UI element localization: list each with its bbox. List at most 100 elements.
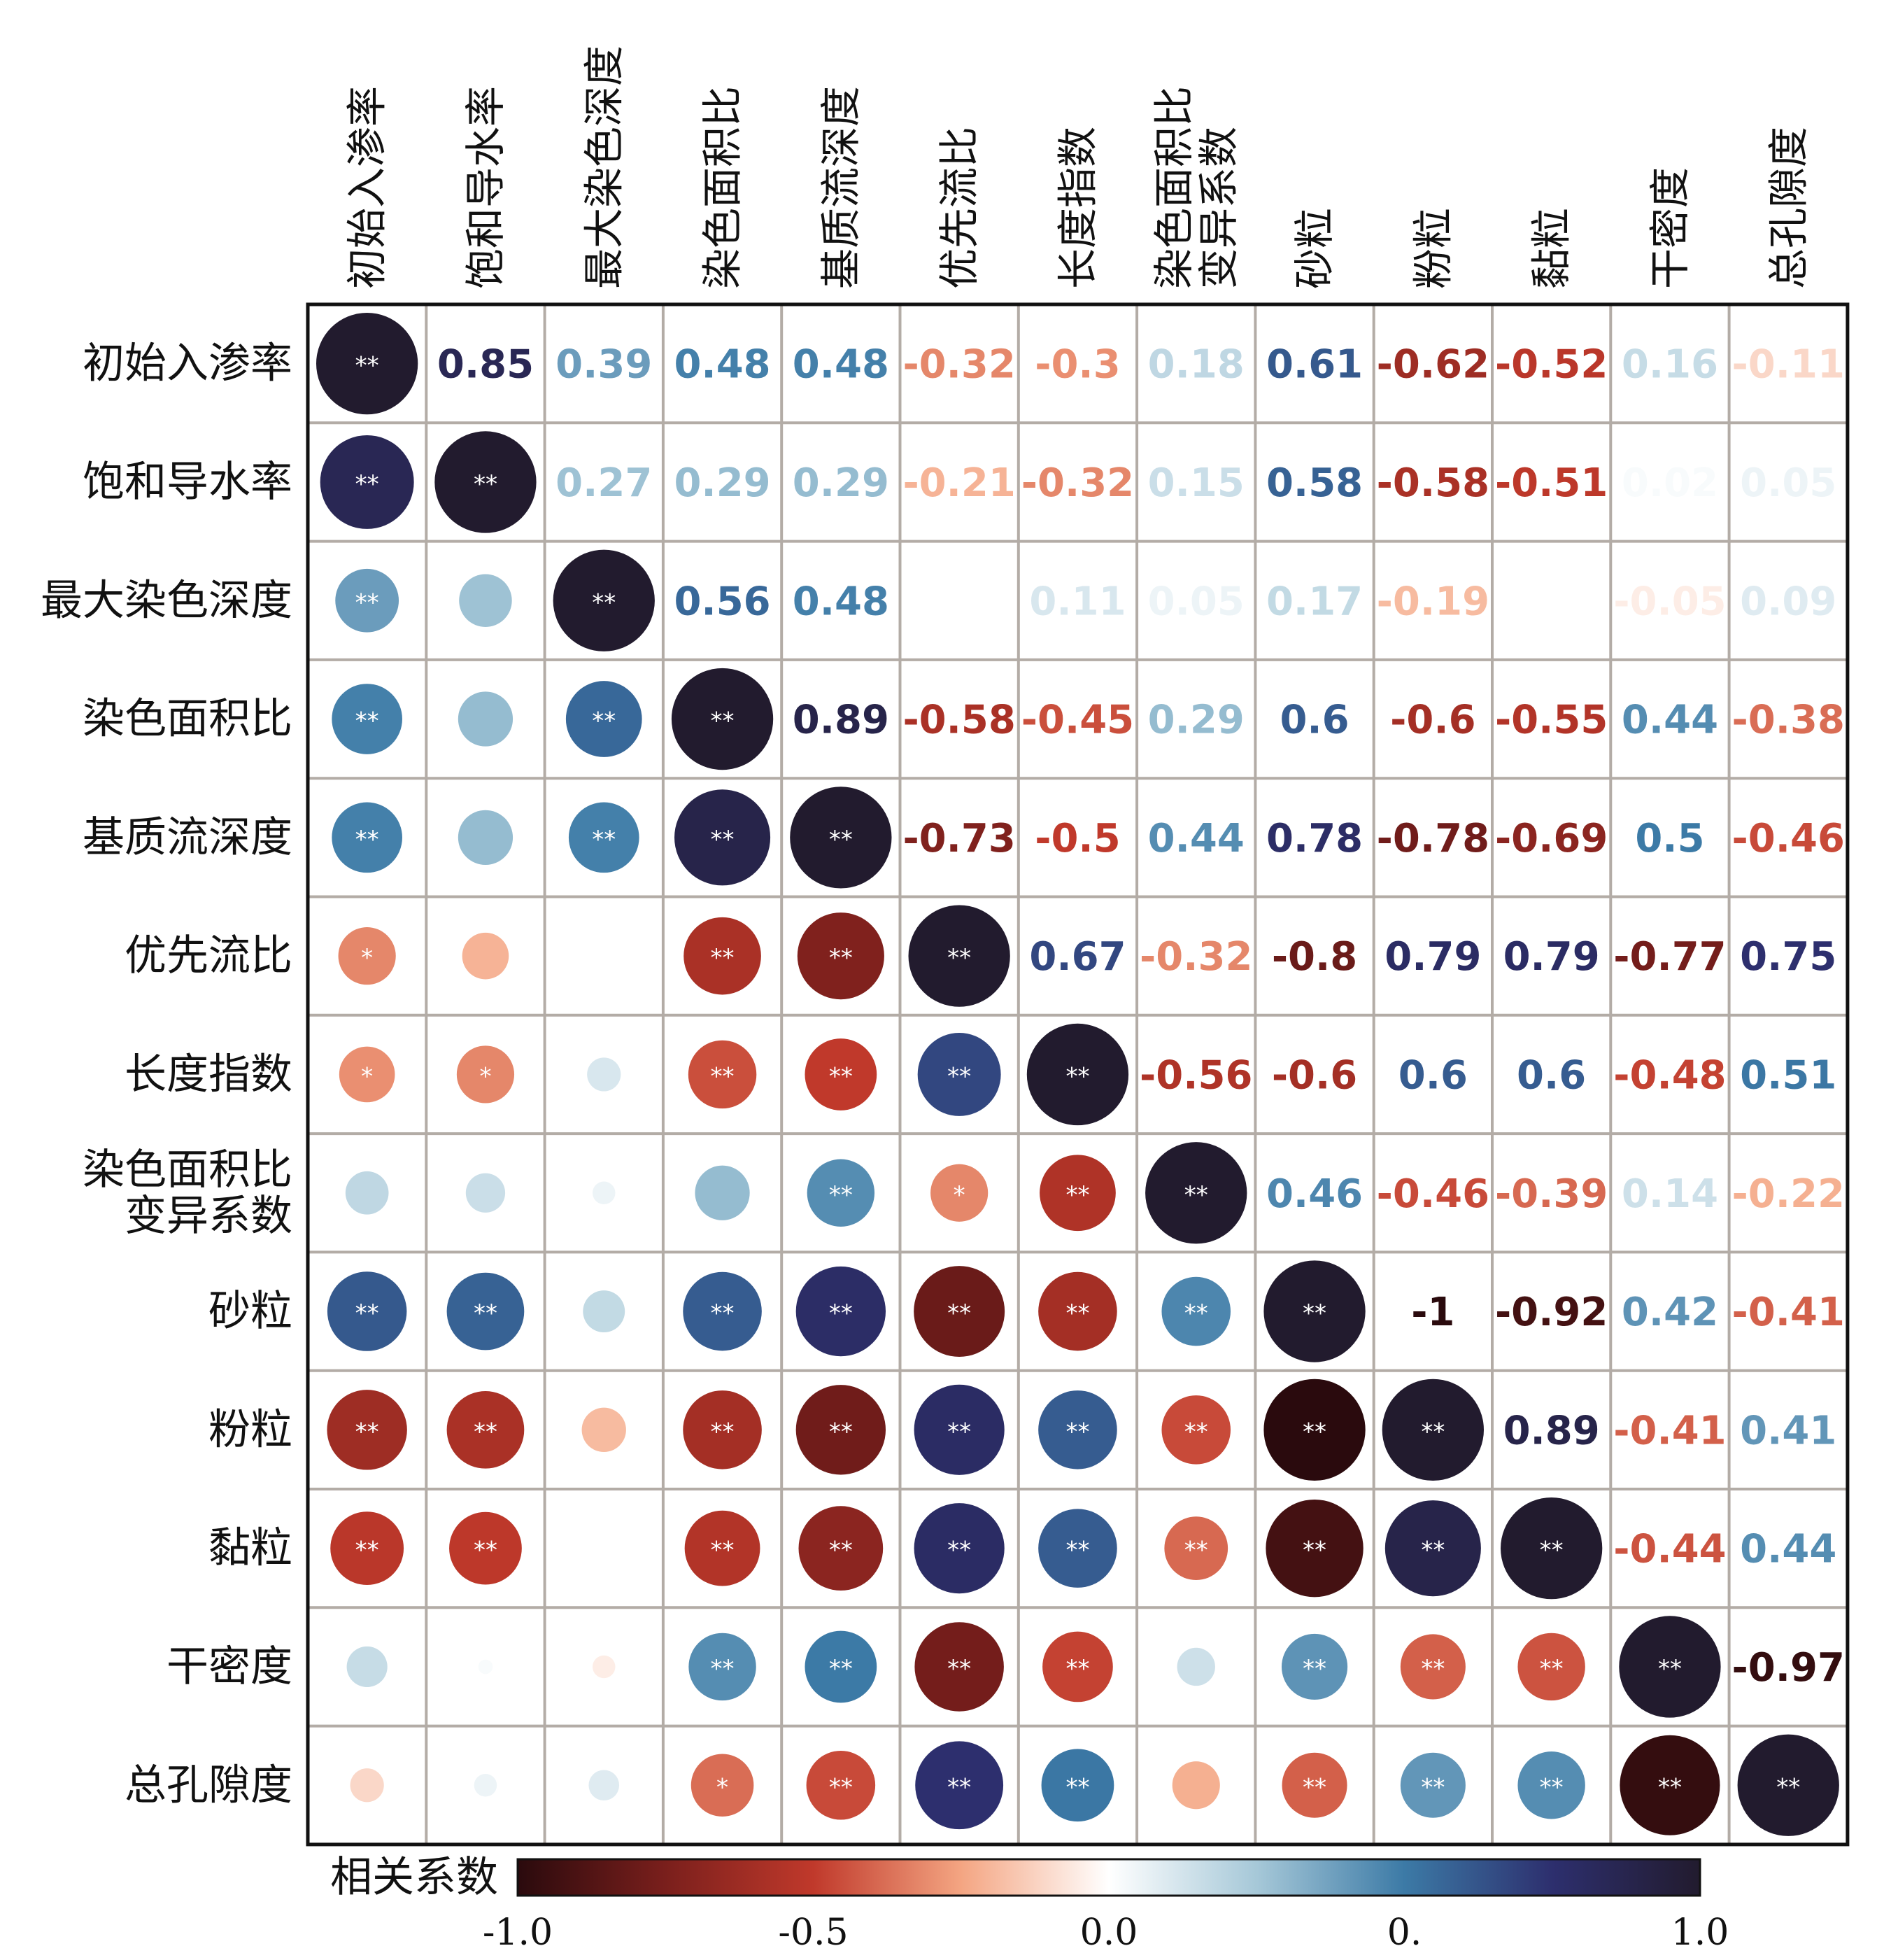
colorbar-tick-label: -1.0 [483,1912,553,1954]
corr-value-label: -0.78 [1377,816,1489,861]
corr-value-label: -0.56 [1140,1052,1252,1098]
row-label: 黏粒 [208,1524,292,1573]
corr-circle [683,917,761,995]
significance-mark: ** [829,1181,853,1209]
corr-circle [465,1173,506,1213]
corr-value-label: -0.62 [1377,342,1489,388]
significance-mark: ** [947,1537,971,1565]
row-labels: 初始入渗率饱和导水率最大染色深度染色面积比基质流深度优先流比长度指数染色面积比变… [41,339,292,1810]
significance-mark: ** [1065,1062,1089,1090]
corr-value-label: 0.44 [1148,816,1245,861]
significance-mark: ** [829,944,853,972]
corr-value-label: 0.79 [1384,934,1481,980]
corr-value-label: 0.85 [437,342,534,388]
corr-circle [1282,1752,1347,1818]
significance-mark: ** [474,1418,497,1446]
corr-value-label: 0.29 [1148,698,1245,743]
corr-value-label: 0.46 [1266,1171,1363,1217]
significance-mark: ** [592,826,616,854]
corr-value-label: -0.32 [1140,934,1252,980]
corr-value-label: -0.8 [1272,934,1357,980]
corr-circle [807,1159,875,1227]
column-labels: 初始入渗率 饱和导水率 最大染色深度 染色面积比 基质流深度 优先流比 长度指数 染色面积比变… [343,45,1813,289]
corr-value-label: -0.22 [1732,1171,1845,1217]
corr-circle [1517,1633,1585,1701]
corr-value-label: 0.48 [674,342,770,388]
corr-value-label: 0.89 [1503,1408,1600,1453]
corr-value-label: -0.5 [1035,816,1120,861]
significance-mark: ** [1658,1773,1682,1801]
corr-value-label: 0.51 [1740,1052,1836,1098]
corr-circle [588,1770,620,1801]
corr-circle [330,1511,404,1586]
column-label: 黏粒 [1528,208,1575,289]
column-label: 染色面积比 [1150,86,1198,289]
corr-circle [1619,1616,1721,1718]
corr-circle [683,1390,762,1469]
corr-circle [1038,1390,1117,1469]
significance-mark: * [361,1062,373,1090]
significance-mark: ** [355,826,379,854]
grid-lines [306,303,1849,1846]
column-label: 优先流比 [935,127,983,289]
corr-circle [446,1391,525,1469]
significance-mark: ** [1540,1655,1564,1683]
column-label: 干密度 [1646,167,1694,289]
corr-circle [797,912,884,1000]
corr-circle [338,927,396,985]
corr-circle [458,691,513,747]
corr-value-label: 0.16 [1622,342,1718,388]
significance-mark: ** [355,1299,379,1327]
significance-mark: ** [474,470,497,498]
significance-mark: ** [355,1418,379,1446]
column-label: 粉粒 [1409,208,1457,289]
corr-value-label: -1 [1411,1290,1454,1335]
corr-value-label: -0.05 [1613,579,1726,624]
corr-value-label: 0.78 [1266,816,1363,861]
corr-value-label: 0.79 [1503,934,1600,980]
significance-mark: ** [1776,1773,1800,1801]
corr-circle [930,1164,989,1222]
row-label: 干密度 [167,1642,292,1691]
corr-value-label: 0.29 [674,460,770,506]
corr-value-label: -0.41 [1613,1408,1726,1453]
corr-circle [459,574,512,627]
corr-circle [1266,1499,1364,1598]
column-label: 长度指数 [1054,127,1101,289]
corr-circle [683,1271,762,1351]
corr-circle [908,905,1010,1007]
colorbar-tick-label: 1.0 [1671,1912,1729,1954]
corr-circle [478,1659,493,1675]
corr-circle [684,1510,760,1586]
significance-mark: ** [1065,1181,1089,1209]
corr-circle [446,1272,525,1351]
significance-mark: ** [829,1655,853,1683]
significance-mark: ** [1421,1418,1445,1446]
corr-circle [327,1271,407,1351]
colorbar: 相关系数 -1.0 -0.5 0.0 0. 1.0 [330,1853,1729,1954]
column-label: 最大染色深度 [580,45,628,289]
column-label: 饱和导水率 [462,86,509,289]
corr-circle [688,1040,757,1109]
significance-mark: ** [1421,1773,1445,1801]
corr-value-label: 0.42 [1622,1290,1718,1335]
corr-value-label: 0.05 [1740,460,1836,506]
corr-circle [1038,1509,1117,1588]
corr-circle [805,1630,877,1703]
significance-mark: ** [592,707,616,735]
corr-circle [339,1046,395,1103]
corr-value-label: -0.58 [1377,460,1489,506]
corr-circle [1400,1634,1466,1700]
significance-mark: ** [829,1773,853,1801]
colorbar-ticks: -1.0 -0.5 0.0 0. 1.0 [483,1912,1729,1954]
colorbar-tick-label: 0.0 [1080,1912,1138,1954]
corr-value-label: 0.09 [1740,579,1836,624]
column-label: 总孔隙度 [1764,127,1812,289]
corr-circle [587,1057,621,1092]
significance-mark: ** [1303,1299,1326,1327]
significance-mark: ** [1303,1655,1326,1683]
corr-circle [335,568,399,633]
column-label: 初始入渗率 [343,86,391,289]
corr-value-label: 0.44 [1622,698,1718,743]
significance-mark: ** [1421,1537,1445,1565]
